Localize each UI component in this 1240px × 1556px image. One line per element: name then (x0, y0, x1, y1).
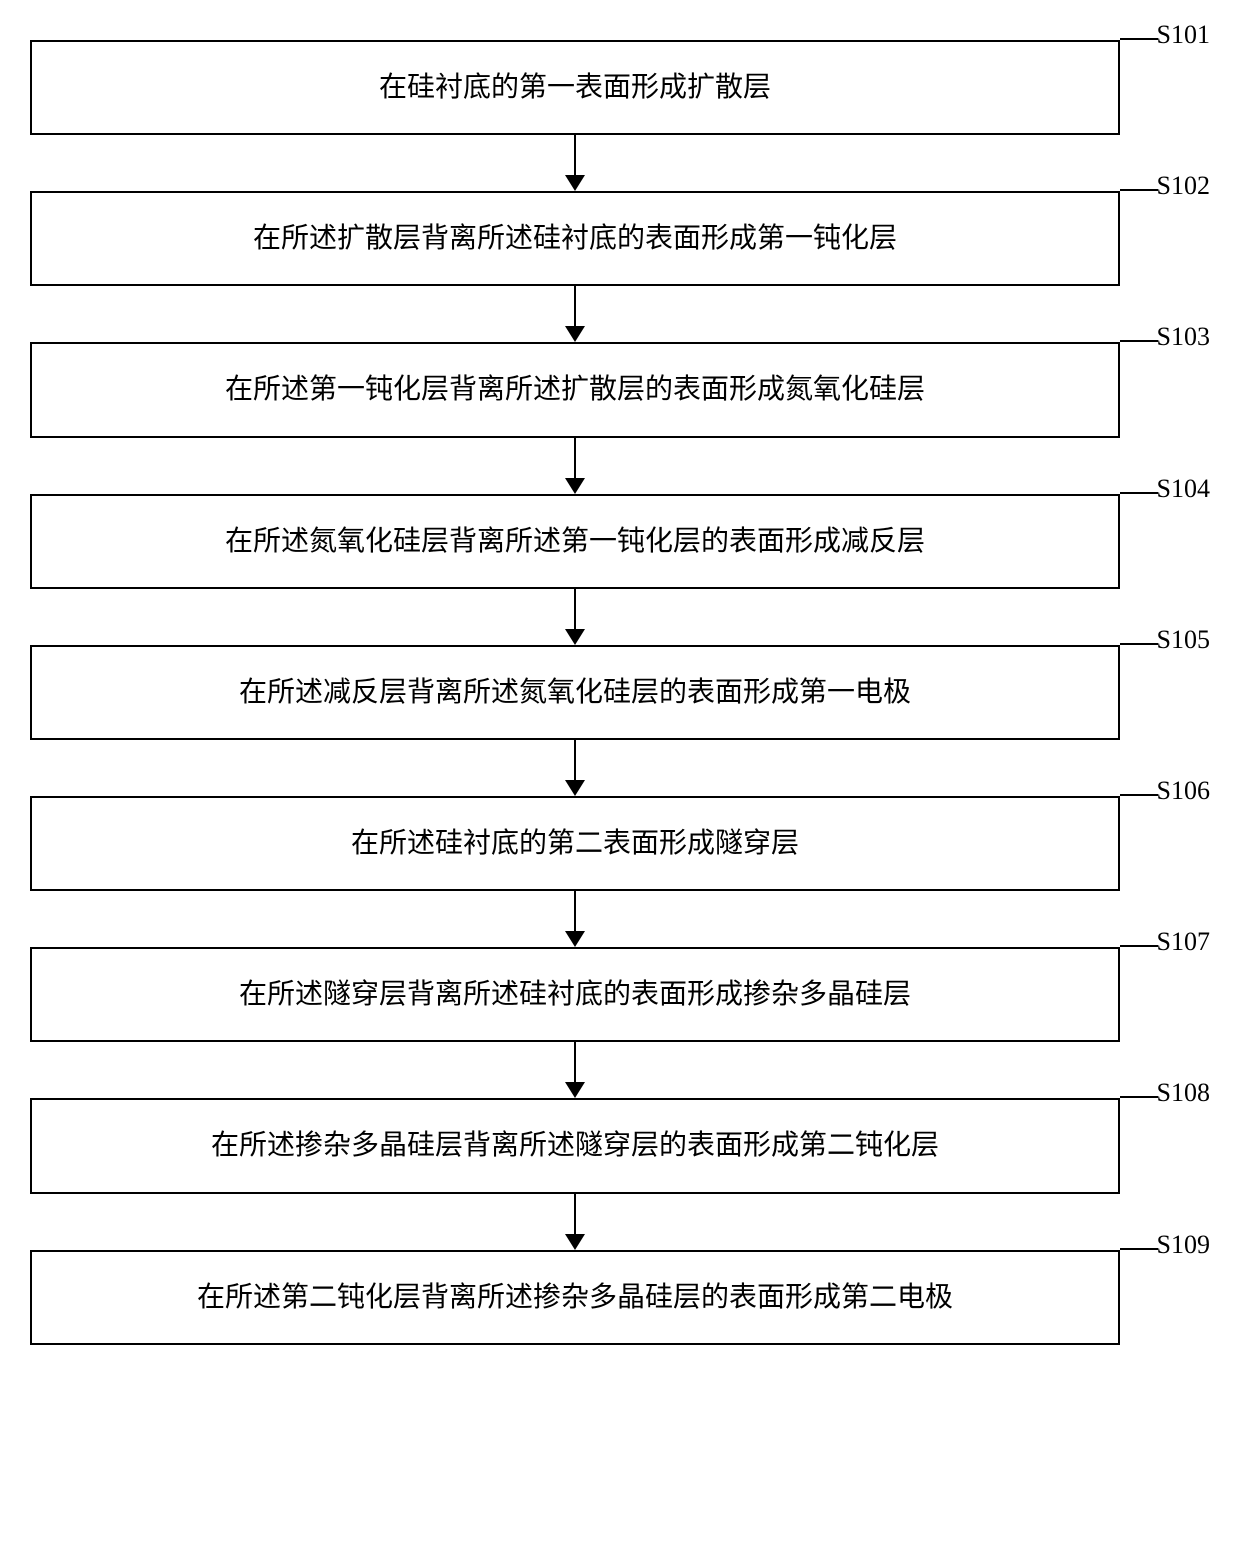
step-box-s109: 在所述第二钝化层背离所述掺杂多晶硅层的表面形成第二电极 (30, 1250, 1120, 1345)
flowchart-container: 在硅衬底的第一表面形成扩散层 S101 在所述扩散层背离所述硅衬底的表面形成第一… (30, 40, 1210, 1345)
step-row: 在所述硅衬底的第二表面形成隧穿层 S106 (30, 796, 1210, 891)
arrow-shaft (574, 740, 576, 780)
step-row: 在所述扩散层背离所述硅衬底的表面形成第一钝化层 S102 (30, 191, 1210, 286)
label-connector (1120, 1248, 1158, 1250)
step-box-s106: 在所述硅衬底的第二表面形成隧穿层 (30, 796, 1120, 891)
arrow-down (565, 740, 585, 796)
step-row: 在所述减反层背离所述氮氧化硅层的表面形成第一电极 S105 (30, 645, 1210, 740)
step-box-s104: 在所述氮氧化硅层背离所述第一钝化层的表面形成减反层 (30, 494, 1120, 589)
label-connector (1120, 643, 1158, 645)
step-box-s103: 在所述第一钝化层背离所述扩散层的表面形成氮氧化硅层 (30, 342, 1120, 437)
arrow-shaft (574, 589, 576, 629)
step-text: 在所述隧穿层背离所述硅衬底的表面形成掺杂多晶硅层 (239, 979, 911, 1010)
label-connector (1120, 492, 1158, 494)
step-text: 在所述硅衬底的第二表面形成隧穿层 (351, 828, 799, 859)
arrow-down (565, 1194, 585, 1250)
label-connector (1120, 38, 1158, 40)
arrow-down (565, 1042, 585, 1098)
step-label-s101: S101 (1157, 20, 1210, 50)
step-text: 在所述第一钝化层背离所述扩散层的表面形成氮氧化硅层 (225, 374, 925, 405)
step-text: 在所述第二钝化层背离所述掺杂多晶硅层的表面形成第二电极 (197, 1282, 953, 1313)
arrow-down (565, 589, 585, 645)
step-text: 在硅衬底的第一表面形成扩散层 (379, 72, 771, 103)
label-connector (1120, 189, 1158, 191)
arrow-head-icon (565, 931, 585, 947)
step-text: 在所述扩散层背离所述硅衬底的表面形成第一钝化层 (253, 223, 897, 254)
label-connector (1120, 1096, 1158, 1098)
step-row: 在所述氮氧化硅层背离所述第一钝化层的表面形成减反层 S104 (30, 494, 1210, 589)
arrow-down (565, 135, 585, 191)
step-row: 在硅衬底的第一表面形成扩散层 S101 (30, 40, 1210, 135)
arrow-head-icon (565, 629, 585, 645)
step-label-s102: S102 (1157, 171, 1210, 201)
arrow-shaft (574, 891, 576, 931)
step-label-s105: S105 (1157, 625, 1210, 655)
arrow-shaft (574, 1042, 576, 1082)
arrow-head-icon (565, 326, 585, 342)
label-connector (1120, 340, 1158, 342)
arrow-head-icon (565, 1234, 585, 1250)
step-box-s107: 在所述隧穿层背离所述硅衬底的表面形成掺杂多晶硅层 (30, 947, 1120, 1042)
arrow-shaft (574, 135, 576, 175)
step-label-s107: S107 (1157, 927, 1210, 957)
step-row: 在所述掺杂多晶硅层背离所述隧穿层的表面形成第二钝化层 S108 (30, 1098, 1210, 1193)
label-connector (1120, 794, 1158, 796)
arrow-down (565, 891, 585, 947)
arrow-shaft (574, 438, 576, 478)
step-label-s104: S104 (1157, 474, 1210, 504)
arrow-head-icon (565, 175, 585, 191)
arrow-shaft (574, 1194, 576, 1234)
step-box-s108: 在所述掺杂多晶硅层背离所述隧穿层的表面形成第二钝化层 (30, 1098, 1120, 1193)
arrow-head-icon (565, 1082, 585, 1098)
step-box-s101: 在硅衬底的第一表面形成扩散层 (30, 40, 1120, 135)
step-row: 在所述隧穿层背离所述硅衬底的表面形成掺杂多晶硅层 S107 (30, 947, 1210, 1042)
step-box-s105: 在所述减反层背离所述氮氧化硅层的表面形成第一电极 (30, 645, 1120, 740)
arrow-shaft (574, 286, 576, 326)
step-label-s109: S109 (1157, 1230, 1210, 1260)
step-row: 在所述第二钝化层背离所述掺杂多晶硅层的表面形成第二电极 S109 (30, 1250, 1210, 1345)
arrow-down (565, 286, 585, 342)
step-text: 在所述氮氧化硅层背离所述第一钝化层的表面形成减反层 (225, 526, 925, 557)
step-label-s106: S106 (1157, 776, 1210, 806)
step-text: 在所述掺杂多晶硅层背离所述隧穿层的表面形成第二钝化层 (211, 1130, 939, 1161)
step-label-s103: S103 (1157, 322, 1210, 352)
step-text: 在所述减反层背离所述氮氧化硅层的表面形成第一电极 (239, 677, 911, 708)
step-box-s102: 在所述扩散层背离所述硅衬底的表面形成第一钝化层 (30, 191, 1120, 286)
label-connector (1120, 945, 1158, 947)
arrow-down (565, 438, 585, 494)
arrow-head-icon (565, 478, 585, 494)
step-row: 在所述第一钝化层背离所述扩散层的表面形成氮氧化硅层 S103 (30, 342, 1210, 437)
step-label-s108: S108 (1157, 1078, 1210, 1108)
arrow-head-icon (565, 780, 585, 796)
